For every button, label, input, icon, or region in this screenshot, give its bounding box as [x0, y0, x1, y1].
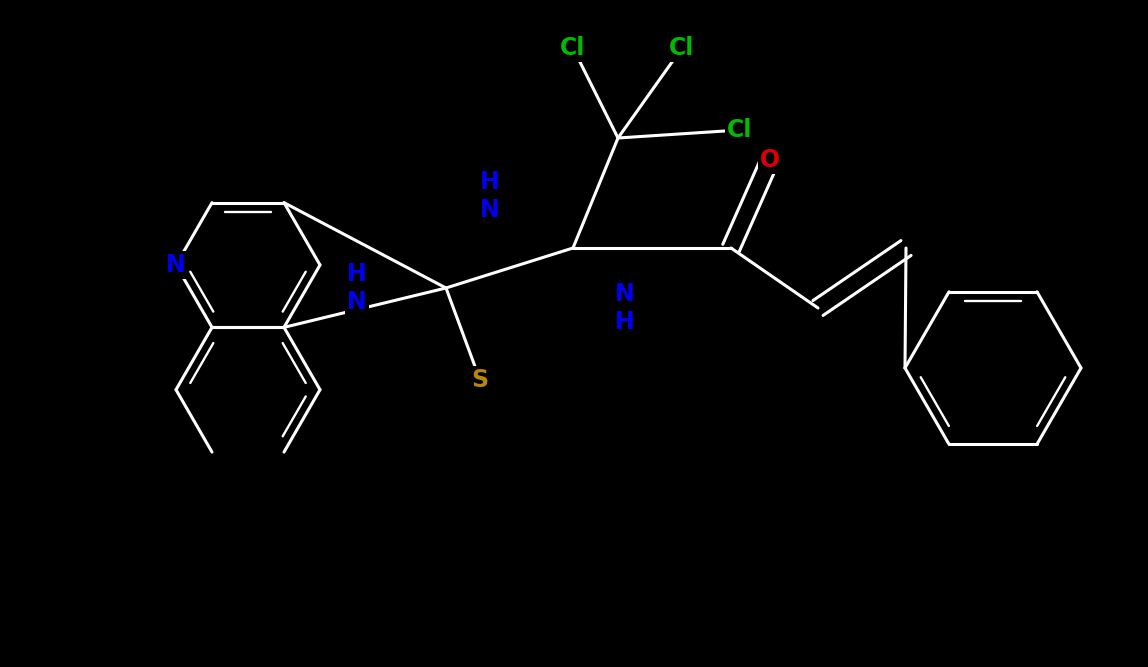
Text: H
N: H N: [347, 262, 367, 314]
Text: O: O: [760, 148, 779, 172]
Text: H
N: H N: [480, 170, 499, 222]
Text: N: N: [166, 253, 186, 277]
Text: S: S: [472, 368, 489, 392]
Text: Cl: Cl: [560, 36, 585, 60]
Text: Cl: Cl: [669, 36, 695, 60]
Text: Cl: Cl: [728, 118, 753, 142]
Text: N
H: N H: [615, 282, 635, 334]
